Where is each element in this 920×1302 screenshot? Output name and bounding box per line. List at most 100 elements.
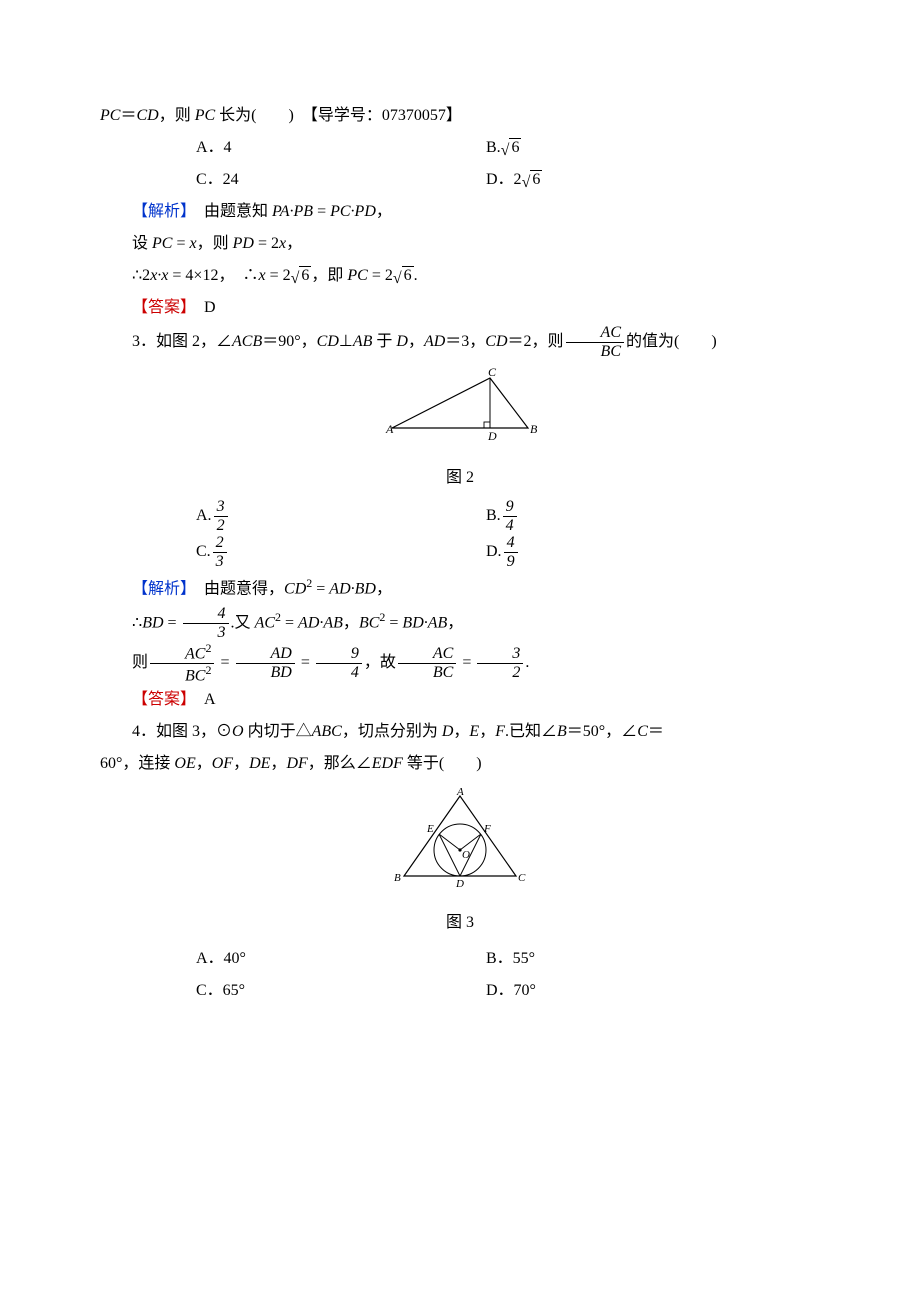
t: 2 <box>477 663 523 682</box>
jiexi-label: 【解析】 <box>132 580 188 597</box>
t: 9 <box>504 552 518 571</box>
t: ，故 <box>364 654 396 671</box>
t: B. <box>486 507 501 524</box>
q3-optD: D.49 <box>486 534 776 570</box>
q4-optC: C．65° <box>196 975 486 1007</box>
seg-pc: PC <box>100 107 120 124</box>
q4-options-row2: C．65° D．70° <box>100 975 820 1007</box>
t: BC <box>398 663 456 682</box>
t: F <box>495 723 505 740</box>
t: ∴ <box>132 614 142 631</box>
t: A. <box>196 507 212 524</box>
label-D: D <box>487 429 497 443</box>
t: = <box>458 654 475 671</box>
t: = <box>297 654 314 671</box>
q4-optA: A．40° <box>196 943 486 975</box>
t: CD <box>284 580 306 597</box>
t: BD <box>236 663 295 682</box>
t: ＝50°，∠ <box>567 723 637 740</box>
q2-optB: B.√6 <box>486 132 776 164</box>
frac: 32 <box>214 498 228 534</box>
t: 6 <box>299 266 311 284</box>
t: O <box>232 723 244 740</box>
t: ＝ <box>648 723 664 740</box>
daan-val: D <box>188 299 216 316</box>
t: D. <box>486 543 502 560</box>
frac: 49 <box>504 534 518 570</box>
t: AC <box>185 645 205 662</box>
t: ，即 <box>311 267 347 284</box>
sqrt-icon: √6 <box>501 138 522 159</box>
q2-optD-lead: D．2 <box>486 171 522 188</box>
label-C: C <box>518 872 526 884</box>
t: 4 <box>503 516 517 535</box>
frac: 32 <box>477 645 523 681</box>
t: 3 <box>213 552 227 571</box>
label-O: O <box>462 849 470 861</box>
label-B: B <box>394 872 401 884</box>
t: EDF <box>372 755 403 772</box>
t: ， <box>196 755 212 772</box>
q3-jiexi-1: 【解析】 由题意得，CD2 = AD·BD， <box>100 571 820 605</box>
t: AC <box>255 614 275 631</box>
t: AD·AB <box>298 614 343 631</box>
t: = <box>216 654 233 671</box>
t: .已知∠ <box>505 723 557 740</box>
jiexi-label: 【解析】 <box>132 203 188 220</box>
q4-fig-caption: 图 3 <box>100 907 820 939</box>
t: PC <box>347 267 367 284</box>
t: ，则 <box>197 235 233 252</box>
q2-optA: A．4 <box>196 132 486 164</box>
frac: 43 <box>183 605 229 641</box>
t: ， <box>343 614 359 631</box>
t: = <box>312 580 329 597</box>
t: 3 <box>477 645 523 663</box>
q2-jiexi-2: 设 PC = x，则 PD = 2x， <box>100 228 820 260</box>
t: = <box>281 614 298 631</box>
t: = 2 <box>266 267 291 284</box>
t: 则 <box>132 654 148 671</box>
t: PA·PB <box>272 203 313 220</box>
t: ⊥ <box>339 333 353 350</box>
t: 设 <box>132 235 152 252</box>
t: AD·BD <box>329 580 376 597</box>
q3-optB: B.94 <box>486 498 776 534</box>
frac: ACBC <box>398 645 456 681</box>
t: ， <box>233 755 249 772</box>
t: AB <box>353 333 373 350</box>
frac-ac-bc: ACBC <box>566 324 624 360</box>
q2-optC: C．24 <box>196 164 486 196</box>
t: 3 <box>183 623 229 642</box>
t: ， <box>270 755 286 772</box>
q2-tail-line: PC＝CD，则 PC 长为( ) 【导学号：07370057】 <box>100 100 820 132</box>
seg-cd: CD <box>136 107 158 124</box>
q2-optA-text: A．4 <box>196 139 232 156</box>
t: ， <box>286 235 302 252</box>
incircle-triangle-icon: A B C D E F O <box>390 786 530 891</box>
seg-pc2: PC <box>195 107 215 124</box>
t: BC <box>185 667 205 684</box>
sqrt-icon: √6 <box>291 266 312 287</box>
t: ，切点分别为 <box>342 723 442 740</box>
frac: 94 <box>503 498 517 534</box>
label-A: A <box>385 422 394 436</box>
t: x·x <box>150 267 168 284</box>
t: = <box>172 235 189 252</box>
label-D: D <box>455 878 464 890</box>
t: . <box>525 654 529 671</box>
t: E <box>469 723 479 740</box>
daan-label: 【答案】 <box>132 299 188 316</box>
t: 2 <box>213 534 227 552</box>
sqrt-icon: √6 <box>522 170 543 191</box>
t: 4 <box>316 663 362 682</box>
q3-daan: 【答案】 A <box>100 684 820 716</box>
q4-options-row1: A．40° B．55° <box>100 943 820 975</box>
daan-label: 【答案】 <box>132 691 188 708</box>
t: 4 <box>504 534 518 552</box>
q3-jiexi-3: 则AC2BC2 = ADBD = 94，故ACBC = 32. <box>100 642 820 685</box>
t: 2 <box>214 516 228 535</box>
t: DF <box>286 755 307 772</box>
label-B: B <box>530 422 538 436</box>
label-C: C <box>488 366 497 379</box>
t: = <box>385 614 402 631</box>
